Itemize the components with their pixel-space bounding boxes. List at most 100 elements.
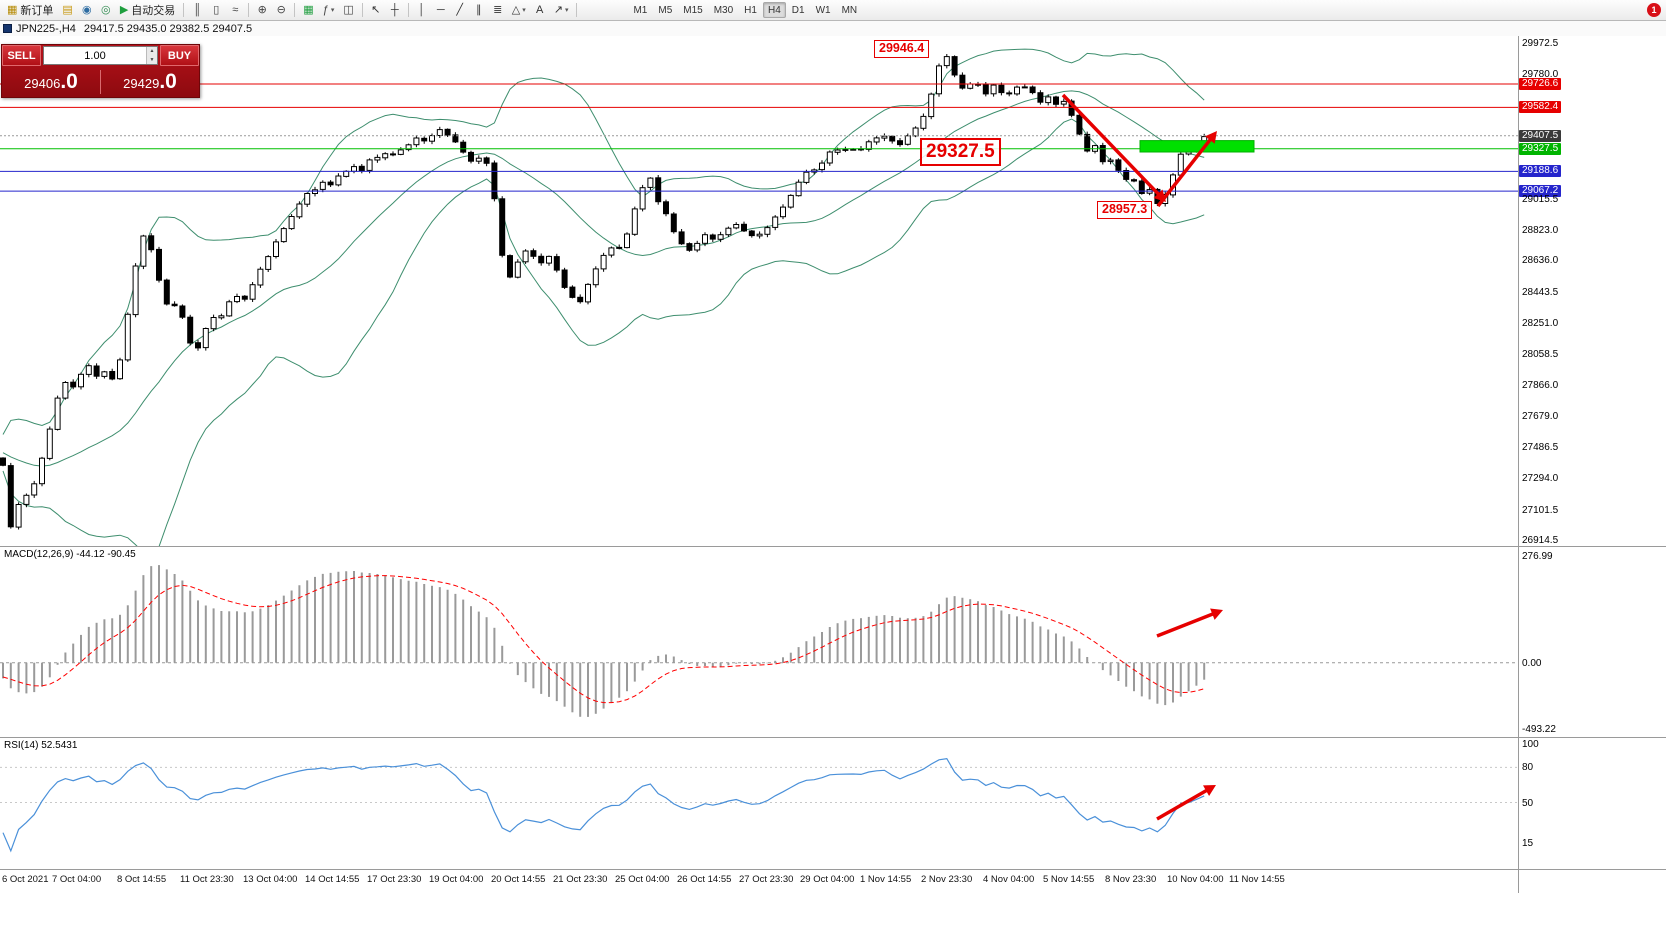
text-button[interactable]: A [531, 2, 549, 19]
panel-separator[interactable] [0, 737, 1666, 738]
shapes-button[interactable]: △ ▾ [508, 2, 530, 19]
fibonacci-button[interactable]: ≣ [489, 2, 507, 19]
key-level-label[interactable]: 29327.5 [920, 138, 1001, 166]
price-axis-label-29327.5[interactable]: 29327.5 [1519, 143, 1562, 155]
price-chart-canvas[interactable] [0, 36, 1518, 546]
volume-spin-buttons[interactable]: ▲ ▼ [146, 47, 157, 64]
price-axis-label-28636.0[interactable]: 28636.0 [1522, 255, 1559, 266]
reversal-arrow[interactable] [1156, 138, 1212, 208]
horizontal-line-button[interactable]: ─ [432, 2, 450, 19]
cursor-button[interactable]: ↖ [367, 2, 385, 19]
swing-low-label[interactable]: 28957.3 [1097, 201, 1153, 219]
algo-trading-button[interactable]: ▶ 自动交易 [116, 2, 179, 19]
indicators-button[interactable]: ƒ ▾ [319, 2, 339, 19]
price-axis-label-27486.5[interactable]: 27486.5 [1522, 442, 1559, 453]
price-axis-label-29726.6[interactable]: 29726.6 [1519, 78, 1562, 90]
toolbar-separator [361, 3, 363, 17]
price-axis-label-28058.5[interactable]: 28058.5 [1522, 349, 1559, 360]
open-chart-button[interactable]: ▤ [58, 2, 76, 19]
candle [826, 151, 833, 164]
bar-chart-button[interactable]: ║ [188, 2, 206, 19]
price-axis-label-29188.6[interactable]: 29188.6 [1519, 165, 1562, 177]
candle [124, 313, 131, 361]
price-axis-label-27866.0[interactable]: 27866.0 [1522, 380, 1559, 391]
downtrend-arrow[interactable] [1061, 93, 1160, 196]
price-axis-label-28823.0[interactable]: 28823.0 [1522, 225, 1559, 236]
candle [358, 165, 365, 172]
sell-button[interactable]: SELL [2, 45, 41, 66]
price-axis-label-28443.5[interactable]: 28443.5 [1522, 287, 1559, 298]
rsi-panel-canvas[interactable] [0, 738, 1518, 869]
price-axis-label-29067.2[interactable]: 29067.2 [1519, 185, 1562, 197]
volume-down-icon[interactable]: ▼ [147, 55, 157, 64]
candle [1131, 179, 1137, 182]
candle [1045, 96, 1052, 104]
candle [741, 223, 747, 232]
supply-zone-rectangle[interactable] [1139, 140, 1255, 153]
price-axis-label-27101.5[interactable]: 27101.5 [1522, 505, 1559, 516]
buy-button[interactable]: BUY [160, 45, 199, 66]
panel-separator[interactable] [0, 869, 1666, 870]
macd-panel-canvas[interactable] [0, 547, 1518, 737]
timeframe-h4-button[interactable]: H4 [762, 2, 786, 18]
vertical-line-button[interactable]: │ [413, 2, 431, 19]
sell-price[interactable]: 29406.0 [2, 70, 100, 94]
data-window-button[interactable]: ◫ [339, 2, 357, 19]
price-axis-label-29972.5[interactable]: 29972.5 [1522, 38, 1559, 49]
price-axis-label-27679.0[interactable]: 27679.0 [1522, 411, 1559, 422]
timeframe-m15-button[interactable]: M15 [683, 4, 703, 16]
price-axis-label-29582.4[interactable]: 29582.4 [1519, 101, 1562, 113]
price-axis-label-29407.5[interactable]: 29407.5 [1519, 130, 1562, 142]
panel-separator[interactable] [0, 546, 1666, 547]
candle [296, 203, 303, 218]
candle [733, 224, 740, 229]
candle [366, 159, 373, 171]
candle [951, 56, 958, 76]
timeframe-m1-button[interactable]: M1 [633, 4, 648, 16]
reversal-arrow-head [1205, 131, 1217, 144]
crosshair-button[interactable]: ┼ [386, 2, 404, 19]
candle [834, 149, 841, 153]
zoom-in-button[interactable]: ⊕ [253, 2, 271, 19]
price-axis-label-29015.5[interactable]: 29015.5 [1522, 194, 1559, 205]
timeframe-d1-button[interactable]: D1 [791, 4, 805, 16]
volume-up-icon[interactable]: ▲ [147, 47, 157, 56]
candle [397, 149, 404, 155]
sell-price-frac: .0 [60, 70, 78, 93]
time-axis-label: 29 Oct 04:00 [800, 874, 855, 885]
profiles-button[interactable]: ◉ [78, 2, 96, 19]
timeframe-w1-button[interactable]: W1 [815, 4, 831, 16]
new-order-button[interactable]: ▦ 新订单 [3, 2, 57, 19]
notification-badge[interactable]: 1 [1647, 3, 1661, 17]
timeframe-h1-button[interactable]: H1 [744, 4, 757, 16]
arrows-button[interactable]: ↗ ▾ [550, 2, 573, 19]
buy-price[interactable]: 29429.0 [101, 70, 199, 94]
price-axis-label-29780.0[interactable]: 29780.0 [1522, 69, 1559, 80]
candle-chart-button[interactable]: ▯ [207, 2, 225, 19]
channel-button[interactable]: ∥ [470, 2, 488, 19]
volume-value[interactable]: 1.00 [84, 49, 106, 62]
zoom-out-button[interactable]: ⊖ [272, 2, 290, 19]
refresh-button[interactable]: ◎ [97, 2, 115, 19]
volume-stepper[interactable]: 1.00 ▲ ▼ [43, 46, 158, 65]
rsi-turn-arrow[interactable] [1156, 788, 1208, 821]
timeframe-m30-button[interactable]: M30 [713, 4, 734, 16]
candle [148, 235, 155, 251]
line-chart-button[interactable]: ≈ [226, 2, 244, 19]
candle [1084, 133, 1091, 152]
candle [553, 256, 560, 271]
macd-turn-arrow[interactable] [1156, 612, 1214, 638]
trendline-button[interactable]: ╱ [451, 2, 469, 19]
price-axis-label-27294.0[interactable]: 27294.0 [1522, 473, 1559, 484]
timeframe-mn-button[interactable]: MN [841, 4, 858, 16]
candle [787, 194, 794, 208]
candle [1115, 159, 1122, 171]
candle [592, 268, 599, 286]
price-axis-label-26914.5[interactable]: 26914.5 [1522, 535, 1559, 546]
tile-windows-button[interactable]: ▦ [299, 2, 317, 19]
swing-high-label[interactable]: 29946.4 [874, 40, 930, 58]
fibonacci-icon: ≣ [493, 3, 503, 16]
timeframe-m5-button[interactable]: M5 [658, 4, 673, 16]
price-axis-label-28251.0[interactable]: 28251.0 [1522, 318, 1559, 329]
candle [280, 228, 287, 243]
